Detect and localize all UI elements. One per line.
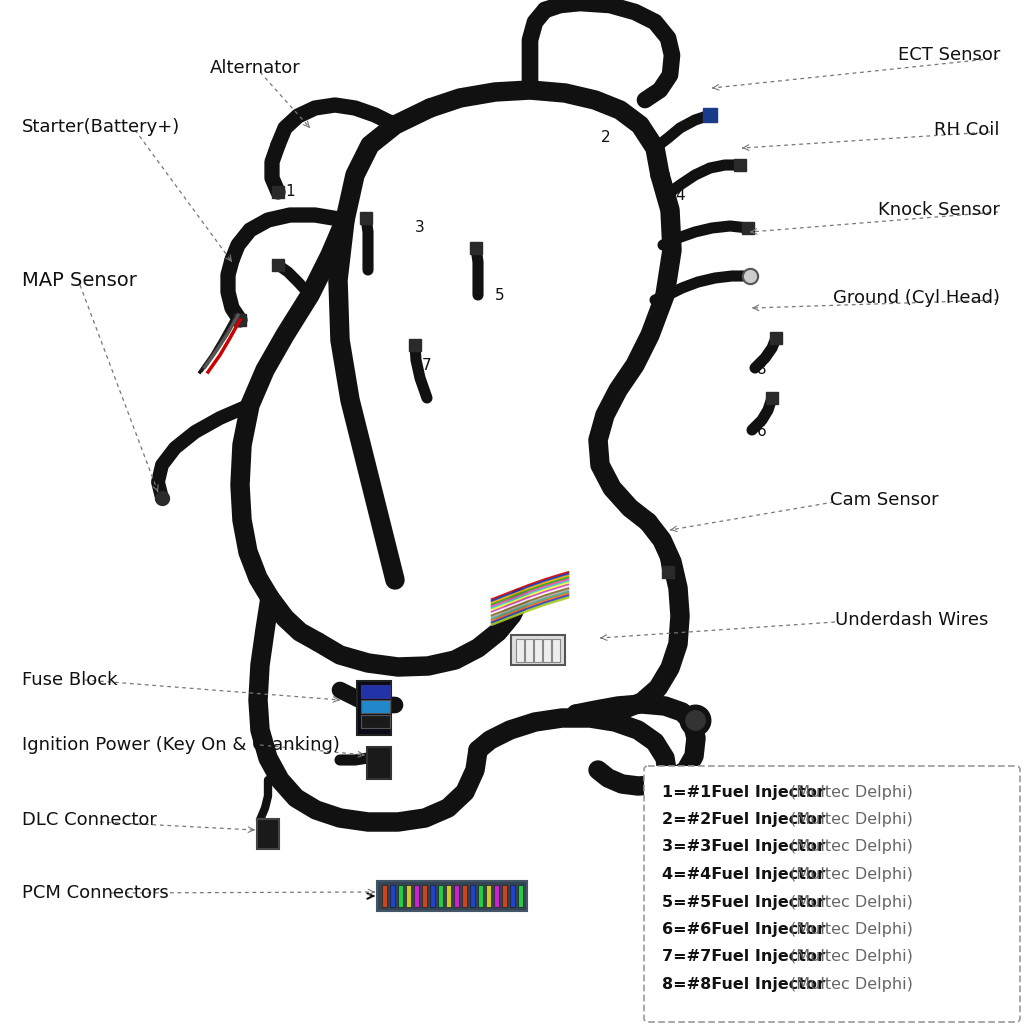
Text: 1: 1	[286, 184, 295, 200]
FancyBboxPatch shape	[360, 715, 389, 727]
Text: (Multec Delphi): (Multec Delphi)	[790, 812, 912, 827]
FancyBboxPatch shape	[357, 681, 391, 735]
Text: 1=#1Fuel Injector: 1=#1Fuel Injector	[662, 784, 825, 800]
FancyBboxPatch shape	[438, 885, 443, 907]
Text: 3=#3Fuel Injector: 3=#3Fuel Injector	[662, 840, 825, 854]
Text: 8=#8Fuel Injector: 8=#8Fuel Injector	[662, 977, 825, 992]
Text: 5: 5	[496, 288, 505, 302]
Text: Starter(Battery+): Starter(Battery+)	[22, 118, 180, 136]
Text: 7: 7	[422, 357, 432, 373]
FancyBboxPatch shape	[470, 885, 475, 907]
Text: (Multec Delphi): (Multec Delphi)	[790, 784, 912, 800]
FancyBboxPatch shape	[515, 639, 523, 662]
Text: 4: 4	[675, 188, 685, 204]
Text: Knock Sensor: Knock Sensor	[879, 201, 1000, 219]
Text: (Multec Delphi): (Multec Delphi)	[790, 840, 912, 854]
Text: Ignition Power (Key On & Cranking): Ignition Power (Key On & Cranking)	[22, 736, 340, 754]
FancyBboxPatch shape	[360, 699, 389, 713]
Text: (Multec Delphi): (Multec Delphi)	[790, 922, 912, 937]
Text: (Multec Delphi): (Multec Delphi)	[790, 977, 912, 992]
FancyBboxPatch shape	[377, 881, 527, 911]
Text: 3: 3	[415, 220, 425, 236]
Text: 8: 8	[757, 362, 767, 378]
FancyBboxPatch shape	[414, 885, 419, 907]
FancyBboxPatch shape	[422, 885, 427, 907]
Text: Cam Sensor: Cam Sensor	[830, 490, 939, 509]
Text: 2=#2Fuel Injector: 2=#2Fuel Injector	[662, 812, 825, 827]
FancyBboxPatch shape	[543, 639, 551, 662]
FancyBboxPatch shape	[534, 639, 542, 662]
Text: MAP Sensor: MAP Sensor	[22, 270, 137, 290]
FancyBboxPatch shape	[462, 885, 467, 907]
FancyBboxPatch shape	[397, 885, 403, 907]
FancyBboxPatch shape	[390, 885, 395, 907]
Text: (Multec Delphi): (Multec Delphi)	[790, 867, 912, 882]
FancyBboxPatch shape	[257, 819, 279, 849]
FancyBboxPatch shape	[511, 635, 565, 665]
FancyBboxPatch shape	[552, 639, 559, 662]
Text: 7=#7Fuel Injector: 7=#7Fuel Injector	[662, 949, 825, 965]
FancyBboxPatch shape	[478, 885, 483, 907]
Text: Alternator: Alternator	[210, 59, 301, 77]
Text: RH Coil: RH Coil	[935, 121, 1000, 139]
Text: 6: 6	[757, 425, 767, 439]
Text: Underdash Wires: Underdash Wires	[835, 611, 988, 629]
FancyBboxPatch shape	[524, 639, 532, 662]
Text: 6=#6Fuel Injector: 6=#6Fuel Injector	[662, 922, 825, 937]
Text: ECT Sensor: ECT Sensor	[898, 46, 1000, 63]
Text: (Multec Delphi): (Multec Delphi)	[790, 949, 912, 965]
FancyBboxPatch shape	[367, 746, 391, 779]
FancyBboxPatch shape	[518, 885, 523, 907]
Text: (Multec Delphi): (Multec Delphi)	[790, 895, 912, 909]
FancyBboxPatch shape	[406, 885, 412, 907]
Text: 2: 2	[601, 130, 610, 145]
FancyBboxPatch shape	[502, 885, 507, 907]
Text: 4=#4Fuel Injector: 4=#4Fuel Injector	[662, 867, 825, 882]
FancyBboxPatch shape	[510, 885, 515, 907]
Text: 5=#5Fuel Injector: 5=#5Fuel Injector	[662, 895, 825, 909]
Text: PCM Connectors: PCM Connectors	[22, 884, 169, 902]
FancyBboxPatch shape	[454, 885, 459, 907]
Text: DLC Connector: DLC Connector	[22, 811, 157, 829]
FancyBboxPatch shape	[360, 684, 389, 697]
FancyBboxPatch shape	[485, 885, 492, 907]
FancyBboxPatch shape	[430, 885, 435, 907]
Text: Fuse Block: Fuse Block	[22, 671, 118, 689]
FancyBboxPatch shape	[445, 885, 452, 907]
FancyBboxPatch shape	[494, 885, 500, 907]
FancyBboxPatch shape	[644, 766, 1020, 1022]
Text: Ground (Cyl Head): Ground (Cyl Head)	[833, 289, 1000, 307]
FancyBboxPatch shape	[382, 885, 387, 907]
